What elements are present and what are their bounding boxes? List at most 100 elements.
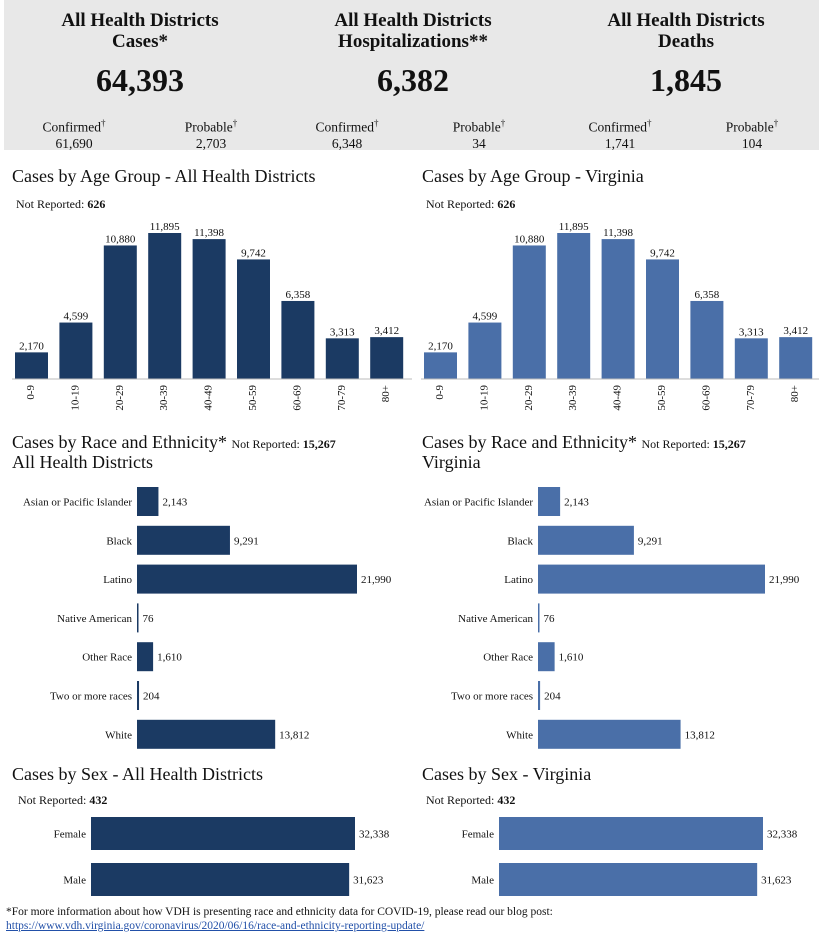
- category-label: Native American: [458, 613, 533, 625]
- cases-probable: Probable† 2,703: [156, 115, 266, 152]
- category-tick-label: 40-49: [612, 385, 624, 411]
- bar-value-label: 3,412: [783, 325, 808, 337]
- not-reported-value: 15,267: [712, 437, 746, 451]
- cases-summary: All Health Districts Cases* 64,393: [4, 0, 276, 98]
- bar-value-label: 2,143: [564, 497, 589, 509]
- bar-40-49: [601, 239, 635, 379]
- bar-other-race: [538, 642, 555, 672]
- bar-20-29: [512, 245, 546, 379]
- not-reported-value: 432: [497, 793, 516, 807]
- not-reported-value: 15,267: [302, 437, 336, 451]
- not-reported-value: 432: [89, 793, 108, 807]
- hosp-confirmed-label: Confirmed: [315, 119, 375, 135]
- deaths-title-line2: Deaths: [658, 31, 714, 52]
- bar-value-label: 4,599: [64, 311, 89, 323]
- bar-asian-or-pacific-islander: [137, 487, 159, 516]
- category-tick-label: 40-49: [203, 385, 215, 411]
- not-reported-label: Not Reported:: [16, 197, 85, 211]
- bar-two-or-more-races: [538, 681, 541, 710]
- category-tick-label: 10-19: [69, 385, 81, 411]
- bar-value-label: 9,742: [650, 247, 675, 259]
- category-label: Native American: [57, 613, 132, 625]
- race-va-title-text: Cases by Race and Ethnicity*: [422, 432, 637, 452]
- bar-value-label: 21,990: [361, 574, 392, 586]
- not-reported-label: Not Reported:: [426, 793, 495, 807]
- age-va-title: Cases by Age Group - Virginia: [422, 166, 644, 186]
- bar-native-american: [538, 603, 540, 633]
- deaths-confirmed: Confirmed† 1,741: [565, 115, 675, 152]
- bar-value-label: 31,623: [761, 875, 792, 887]
- cases-total: 64,393: [96, 62, 184, 98]
- bar-value-label: 21,990: [769, 574, 800, 586]
- bar-value-label: 3,412: [374, 325, 399, 337]
- footer-note: *For more information about how VDH is p…: [6, 906, 553, 918]
- dagger-mark: †: [374, 118, 379, 128]
- category-tick-label: 30-39: [567, 385, 579, 411]
- hosp-probable: Probable† 34: [424, 115, 534, 152]
- sex-va-chart: Female 32,338 Male 31,623: [462, 817, 798, 896]
- not-reported-value: 626: [497, 197, 516, 211]
- bar-value-label: 9,291: [638, 535, 663, 547]
- category-tick-label: 70-79: [336, 385, 348, 411]
- bar-60-69: [281, 300, 315, 379]
- category-label: Latino: [103, 574, 132, 586]
- dagger-mark: †: [101, 118, 106, 128]
- cases-title-line1: All Health Districts: [61, 10, 219, 31]
- category-tick-label: 80+: [380, 385, 392, 402]
- category-label: Male: [63, 875, 86, 887]
- hosp-title-line1: All Health Districts: [334, 10, 492, 31]
- deaths-probable: Probable† 104: [697, 115, 807, 152]
- hosp-confirmed-value: 6,348: [331, 135, 363, 151]
- category-label: Two or more races: [451, 691, 533, 703]
- sex-all-chart: Female 32,338 Male 31,623: [54, 817, 390, 896]
- bar-value-label: 6,358: [695, 289, 720, 301]
- bar-white: [137, 719, 276, 749]
- deaths-confirmed-value: 1,741: [604, 135, 636, 151]
- cases-confirmed-value: 61,690: [55, 135, 93, 151]
- category-label: Black: [507, 535, 533, 547]
- bar-value-label: 13,812: [685, 729, 715, 741]
- dagger-mark: †: [232, 118, 238, 128]
- dagger-mark: †: [500, 118, 506, 128]
- bar-80+: [779, 337, 813, 379]
- sex-all-not-reported: Not Reported: 432: [18, 793, 107, 808]
- category-label: Other Race: [483, 652, 533, 664]
- race-all-not-reported: Not Reported: 15,267: [231, 437, 335, 451]
- race-va-chart: Asian or Pacific Islander 2,143 Black 9,291…: [424, 487, 800, 749]
- category-label: Asian or Pacific Islander: [424, 497, 533, 509]
- age-va-not-reported: Not Reported: 626: [426, 197, 515, 212]
- bar-female: [91, 817, 355, 850]
- summary-band: All Health Districts Cases* 64,393 Confi…: [4, 0, 819, 152]
- bar-female: [499, 817, 763, 850]
- category-tick-label: 80+: [789, 385, 801, 402]
- sex-va-not-reported: Not Reported: 432: [426, 793, 515, 808]
- category-label: Two or more races: [50, 691, 132, 703]
- deaths-confirmed-label: Confirmed: [588, 119, 648, 135]
- bar-value-label: 2,143: [162, 497, 187, 509]
- age-va-chart: 2,170 0-9 4,599 10-19 10,880 20-29 11,895 30-39…: [421, 221, 819, 411]
- bar-value-label: 76: [544, 613, 556, 625]
- cases-confirmed: Confirmed† 61,690: [19, 115, 129, 152]
- bar-value-label: 11,895: [559, 221, 589, 233]
- sex-va-title: Cases by Sex - Virginia: [422, 764, 592, 784]
- bar-50-59: [646, 259, 679, 379]
- category-tick-label: 60-69: [291, 385, 303, 411]
- category-tick-label: 10-19: [478, 385, 490, 411]
- category-tick-label: 20-29: [114, 385, 126, 411]
- bar-value-label: 1,610: [157, 652, 182, 664]
- not-reported-value: 626: [87, 197, 106, 211]
- category-label: Other Race: [82, 652, 132, 664]
- not-reported-label: Not Reported:: [18, 793, 87, 807]
- not-reported-label: Not Reported:: [426, 197, 495, 211]
- hosp-probable-label: Probable: [452, 119, 501, 135]
- bar-value-label: 11,398: [194, 227, 224, 239]
- category-tick-label: 50-59: [656, 385, 668, 411]
- bar-value-label: 204: [143, 691, 160, 703]
- category-tick-label: 0-9: [434, 385, 446, 400]
- deaths-title-line1: All Health Districts: [607, 10, 765, 31]
- bar-value-label: 11,398: [603, 227, 633, 239]
- category-label: Black: [106, 535, 132, 547]
- race-va-subtitle: Virginia: [422, 452, 481, 472]
- bar-value-label: 3,313: [330, 326, 355, 338]
- blog-post-link[interactable]: https://www.vdh.virginia.gov/coronavirus…: [6, 920, 425, 932]
